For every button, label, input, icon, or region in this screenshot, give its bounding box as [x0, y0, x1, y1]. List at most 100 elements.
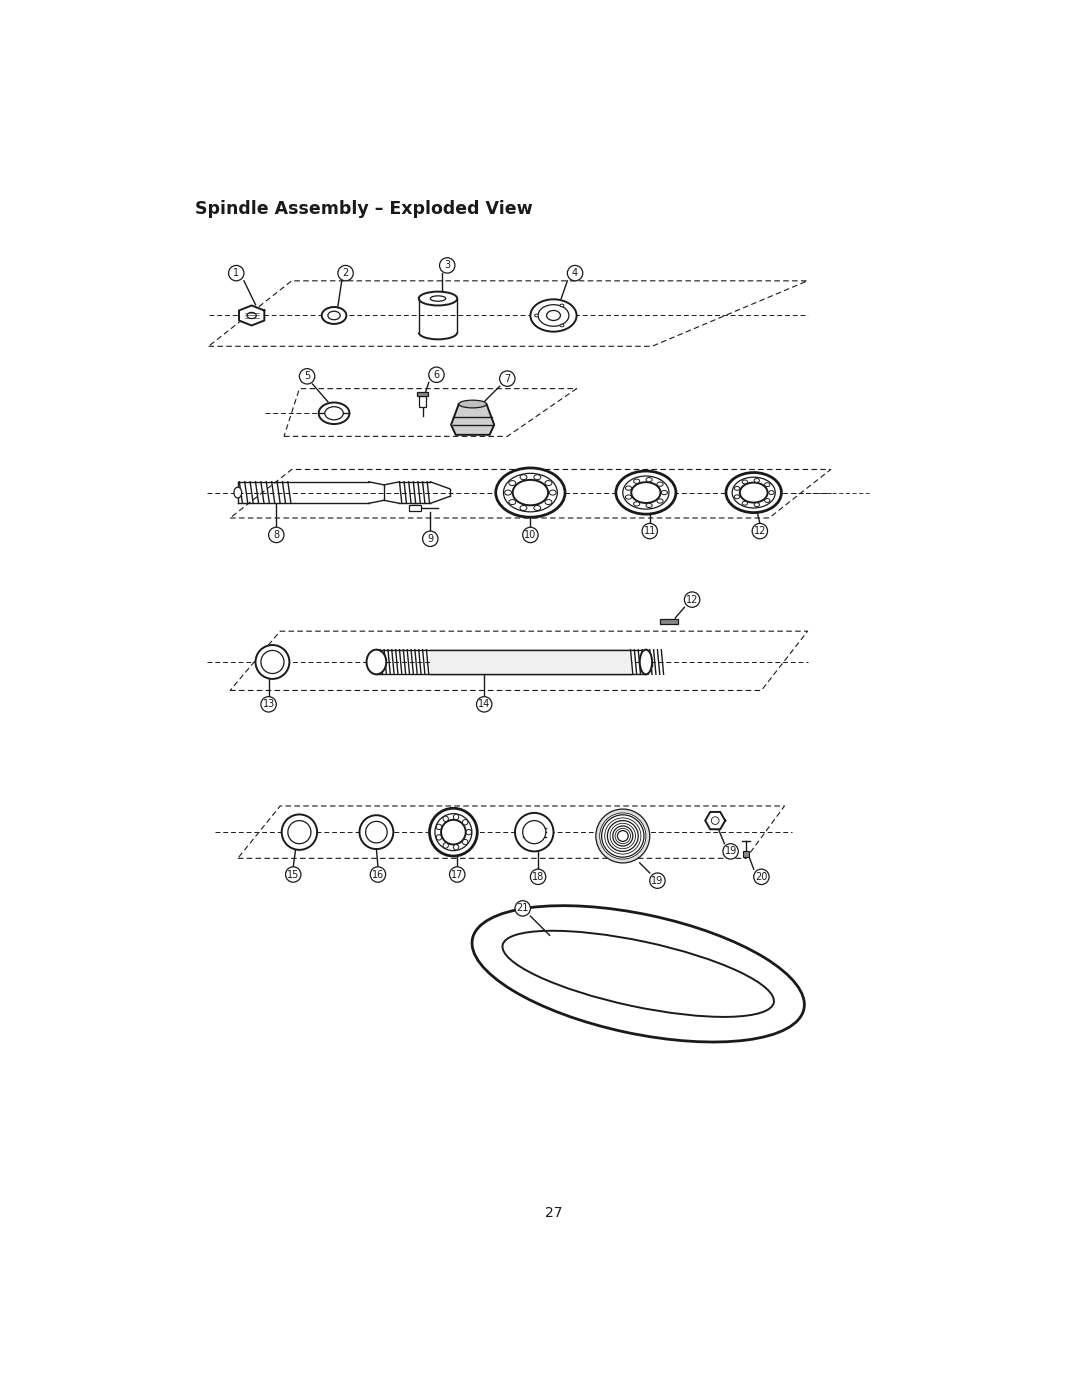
Ellipse shape [765, 499, 770, 503]
Circle shape [650, 873, 665, 888]
Ellipse shape [618, 831, 629, 841]
Ellipse shape [616, 471, 676, 514]
Bar [408, 504, 421, 511]
Circle shape [269, 527, 284, 542]
Text: 12: 12 [686, 595, 699, 605]
Ellipse shape [366, 650, 387, 675]
Text: Spindle Assembly – Exploded View: Spindle Assembly – Exploded View [195, 200, 534, 218]
Circle shape [515, 901, 530, 916]
Text: 19: 19 [651, 876, 663, 886]
Text: 27: 27 [544, 1206, 563, 1220]
Ellipse shape [550, 490, 556, 495]
Ellipse shape [657, 482, 663, 486]
Ellipse shape [322, 307, 347, 324]
Polygon shape [451, 404, 495, 434]
Circle shape [449, 866, 465, 882]
Circle shape [261, 697, 276, 712]
Ellipse shape [523, 820, 545, 844]
Ellipse shape [538, 305, 569, 327]
Polygon shape [239, 306, 265, 326]
Circle shape [567, 265, 583, 281]
Text: 7: 7 [504, 373, 511, 384]
Text: 10: 10 [524, 529, 537, 539]
Ellipse shape [634, 479, 639, 483]
Circle shape [370, 866, 386, 882]
Ellipse shape [360, 816, 393, 849]
Circle shape [429, 367, 444, 383]
Circle shape [723, 844, 739, 859]
Ellipse shape [443, 816, 448, 821]
Ellipse shape [325, 407, 343, 420]
Ellipse shape [430, 296, 446, 302]
Ellipse shape [534, 506, 541, 510]
Ellipse shape [661, 490, 667, 495]
Circle shape [440, 257, 455, 274]
Ellipse shape [502, 930, 774, 1017]
Ellipse shape [261, 651, 284, 673]
Polygon shape [705, 812, 725, 830]
Ellipse shape [742, 502, 747, 506]
Ellipse shape [634, 502, 639, 506]
Ellipse shape [546, 310, 561, 320]
Ellipse shape [561, 305, 564, 307]
Ellipse shape [623, 476, 669, 509]
Ellipse shape [605, 817, 640, 854]
Circle shape [299, 369, 314, 384]
Ellipse shape [521, 475, 527, 479]
Ellipse shape [256, 645, 289, 679]
Ellipse shape [612, 826, 633, 847]
Ellipse shape [467, 830, 472, 835]
Ellipse shape [247, 313, 256, 319]
Text: 13: 13 [262, 700, 274, 710]
Ellipse shape [625, 486, 632, 490]
Text: 3: 3 [444, 260, 450, 271]
Ellipse shape [509, 500, 516, 504]
Ellipse shape [610, 823, 635, 849]
Ellipse shape [504, 490, 512, 495]
Ellipse shape [734, 486, 740, 490]
Ellipse shape [765, 483, 770, 486]
Ellipse shape [740, 482, 768, 503]
Ellipse shape [639, 650, 652, 675]
Circle shape [685, 592, 700, 608]
Ellipse shape [288, 820, 311, 844]
Circle shape [229, 265, 244, 281]
Bar [430, 650, 631, 675]
Circle shape [530, 869, 545, 884]
Text: 8: 8 [273, 529, 280, 539]
Ellipse shape [503, 474, 557, 511]
Ellipse shape [366, 821, 387, 842]
Bar [743, 851, 750, 856]
Ellipse shape [646, 503, 652, 507]
Bar [660, 619, 678, 624]
Text: 20: 20 [755, 872, 768, 882]
Ellipse shape [616, 828, 631, 844]
Text: 9: 9 [428, 534, 433, 543]
Circle shape [523, 527, 538, 542]
Circle shape [754, 869, 769, 884]
Text: 15: 15 [287, 869, 299, 880]
Ellipse shape [282, 814, 318, 849]
Ellipse shape [599, 813, 646, 859]
Bar [417, 393, 428, 397]
Ellipse shape [521, 506, 527, 510]
Ellipse shape [534, 475, 541, 479]
Ellipse shape [435, 813, 472, 851]
Ellipse shape [436, 824, 442, 830]
Ellipse shape [535, 314, 539, 317]
Ellipse shape [513, 481, 549, 506]
Ellipse shape [769, 490, 774, 495]
Circle shape [285, 866, 301, 882]
Ellipse shape [632, 482, 661, 503]
Text: 12: 12 [754, 527, 766, 536]
Ellipse shape [462, 820, 468, 826]
Circle shape [642, 524, 658, 539]
Ellipse shape [625, 495, 632, 499]
Ellipse shape [726, 472, 782, 513]
Ellipse shape [443, 842, 448, 848]
Ellipse shape [436, 835, 442, 840]
Text: 14: 14 [478, 700, 490, 710]
Ellipse shape [454, 845, 459, 849]
Ellipse shape [509, 481, 516, 486]
Circle shape [422, 531, 438, 546]
